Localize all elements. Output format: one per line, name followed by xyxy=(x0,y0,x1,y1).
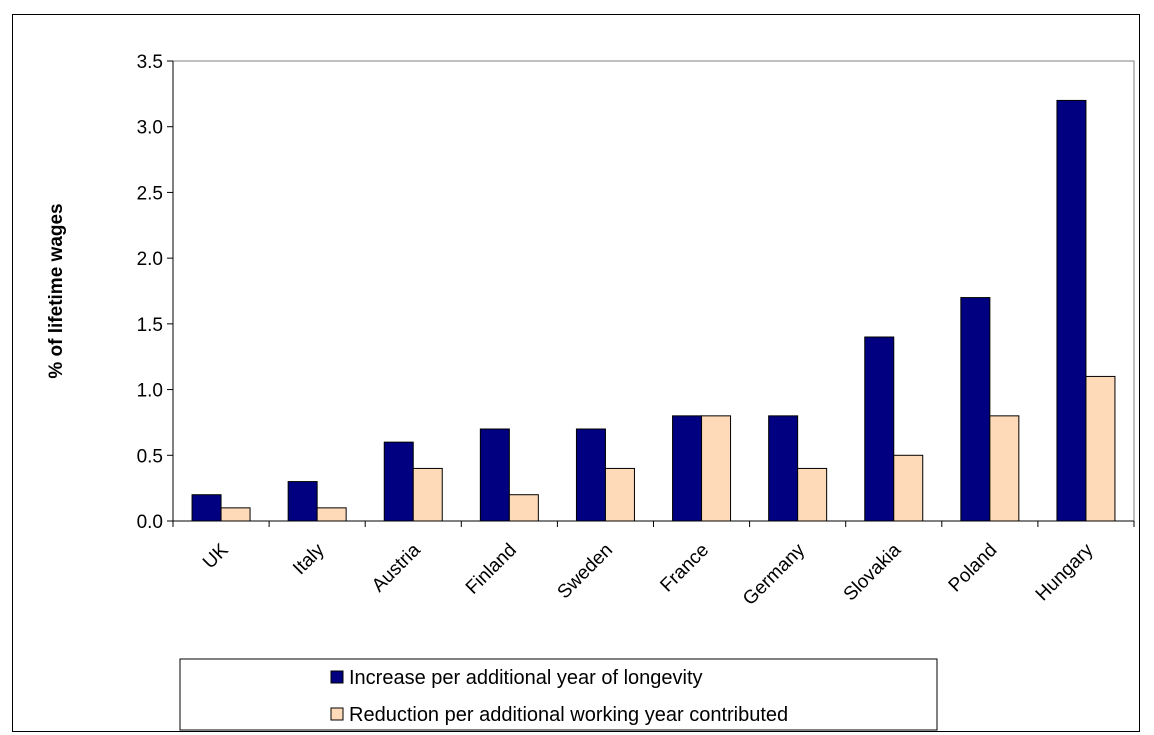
x-tick-label: Italy xyxy=(289,539,329,579)
bar-reduction xyxy=(797,467,828,522)
bar-increase xyxy=(383,441,414,522)
y-tick-label: 0.5 xyxy=(137,446,163,467)
x-tick-label: UK xyxy=(199,539,233,573)
bar-reduction xyxy=(508,494,539,522)
bar-increase xyxy=(575,428,606,522)
y-tick-label: 1.5 xyxy=(137,315,163,336)
bar-reduction xyxy=(989,415,1020,522)
x-tick-label: Hungary xyxy=(1032,539,1098,605)
bar-increase xyxy=(864,336,895,522)
y-axis: 0.0 0.5 1.0 1.5 2.0 2.5 3.0 3.5 xyxy=(137,52,174,533)
bar-reduction xyxy=(220,507,251,522)
y-tick-label: 3.5 xyxy=(137,52,163,73)
legend-label-increase: Increase per additional year of longevit… xyxy=(349,667,703,689)
x-tick-label: Finland xyxy=(462,540,521,599)
bar-increase xyxy=(672,415,703,522)
bar-reduction xyxy=(701,415,732,522)
y-tick-label: 1.0 xyxy=(137,381,163,402)
legend-box xyxy=(179,658,938,731)
x-axis: UK Italy Austria Finland Sweden France Germany… xyxy=(172,520,1135,610)
y-tick-label: 0.0 xyxy=(137,512,163,533)
bar-increase xyxy=(768,415,799,522)
x-tick-label: Germany xyxy=(739,539,809,609)
bar-reduction xyxy=(604,467,635,522)
y-tick-label: 2.5 xyxy=(137,183,163,204)
y-axis-title: % of lifetime wages xyxy=(46,203,67,378)
x-tick-label: Austria xyxy=(368,539,425,596)
legend: Increase per additional year of longevit… xyxy=(179,658,938,731)
legend-label-reduction: Reduction per additional working year co… xyxy=(349,704,788,726)
y-tick-label: 2.0 xyxy=(137,249,163,270)
bar-increase xyxy=(191,494,222,522)
bar-increase xyxy=(1056,99,1087,522)
bar-increase xyxy=(287,481,318,522)
legend-swatch-increase xyxy=(330,670,344,684)
y-tick-label: 3.0 xyxy=(137,118,163,139)
bar-reduction xyxy=(412,467,443,522)
x-tick-label: Poland xyxy=(945,540,1002,597)
bar-reduction xyxy=(1085,375,1116,522)
bars-group xyxy=(191,99,1116,522)
x-tick-label: Sweden xyxy=(554,540,617,603)
legend-swatch-reduction xyxy=(330,707,344,721)
x-tick-label: France xyxy=(656,540,713,597)
bar-reduction xyxy=(893,454,924,522)
x-tick-label: Slovakia xyxy=(840,539,906,605)
bar-increase xyxy=(960,297,991,522)
bar-increase xyxy=(479,428,510,522)
bar-reduction xyxy=(316,507,347,522)
